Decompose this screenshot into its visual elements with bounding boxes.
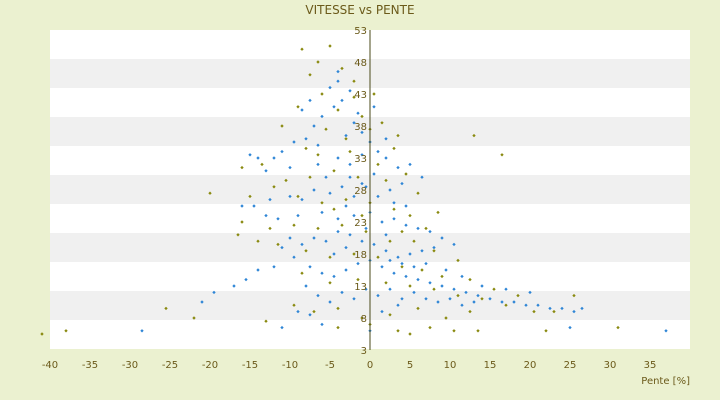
- chart-title: VITESSE vs PENTE: [305, 3, 414, 17]
- x-tick-label: 35: [644, 360, 657, 371]
- data-point-olive: [40, 332, 44, 336]
- y-tick-label: 33: [354, 154, 367, 165]
- y-tick-label: 13: [354, 282, 367, 293]
- y-tick-label: 53: [354, 26, 367, 37]
- data-point-blue: [512, 300, 516, 304]
- data-point-olive: [300, 47, 304, 51]
- data-point-olive: [336, 108, 340, 112]
- data-point-olive: [320, 92, 324, 96]
- y-tick-label: 23: [354, 218, 367, 229]
- y-tick-label: 3: [361, 346, 367, 357]
- data-point-olive: [532, 309, 536, 314]
- x-tick-label: 10: [444, 360, 457, 371]
- x-tick-label: 30: [604, 360, 617, 371]
- data-point-olive: [572, 293, 576, 298]
- data-point-olive: [164, 306, 168, 311]
- x-tick-label: -40: [42, 360, 58, 371]
- data-point-olive: [64, 329, 68, 333]
- data-point-olive: [352, 95, 356, 99]
- data-point-blue: [336, 79, 340, 83]
- x-tick-label: 20: [524, 360, 537, 371]
- y-tick-label: 18: [354, 250, 367, 261]
- x-tick-label: 5: [407, 360, 413, 371]
- data-point-blue: [244, 277, 248, 282]
- data-point-blue: [212, 290, 216, 295]
- data-point-olive: [372, 92, 376, 96]
- data-point-blue: [536, 303, 540, 307]
- data-point-olive: [328, 44, 332, 48]
- y-tick-label: 8: [361, 314, 367, 325]
- x-tick-label: -20: [202, 360, 218, 371]
- data-point-blue: [200, 300, 204, 304]
- data-point-blue: [300, 108, 304, 112]
- x-tick-label: -5: [325, 360, 335, 371]
- data-point-blue: [356, 111, 360, 115]
- data-point-blue: [572, 309, 576, 314]
- data-point-olive: [236, 233, 240, 237]
- data-point-olive: [316, 60, 320, 64]
- data-point-blue: [252, 204, 256, 208]
- data-point-olive: [192, 316, 196, 320]
- data-point-blue: [312, 124, 316, 128]
- x-tick-label: 25: [564, 360, 577, 371]
- x-tick-labels: -40 -35 -30 -25 -20 -15 -10 -5 0 5 10 15 20 25 30 35: [42, 360, 657, 371]
- data-point-olive: [552, 309, 556, 314]
- data-point-olive: [616, 325, 620, 330]
- y-tick-label: 38: [354, 122, 367, 133]
- data-point-blue: [524, 303, 528, 307]
- data-point-blue: [248, 153, 252, 157]
- data-point-olive: [240, 220, 244, 224]
- x-tick-label: -30: [122, 360, 138, 371]
- y-tick-label: 28: [354, 186, 367, 197]
- data-point-blue: [240, 204, 244, 208]
- data-point-blue: [232, 284, 236, 288]
- y-tick-label: 43: [354, 90, 367, 101]
- x-tick-label: -15: [242, 360, 258, 371]
- data-point-blue: [568, 325, 572, 330]
- x-tick-label: 0: [367, 360, 373, 371]
- x-axis-title: Pente [%]: [641, 376, 690, 387]
- x-tick-label: 15: [484, 360, 497, 371]
- y-tick-label: 48: [354, 58, 367, 69]
- data-point-olive: [280, 124, 284, 128]
- x-tick-label: -25: [162, 360, 178, 371]
- data-point-olive: [516, 293, 520, 298]
- data-point-olive: [208, 191, 212, 195]
- x-tick-label: -10: [282, 360, 298, 371]
- data-point-olive: [248, 194, 252, 199]
- data-point-blue: [336, 69, 340, 74]
- data-point-blue: [328, 85, 332, 90]
- data-point-blue: [140, 329, 144, 333]
- x-tick-label: -35: [82, 360, 98, 371]
- data-point-olive: [352, 79, 356, 83]
